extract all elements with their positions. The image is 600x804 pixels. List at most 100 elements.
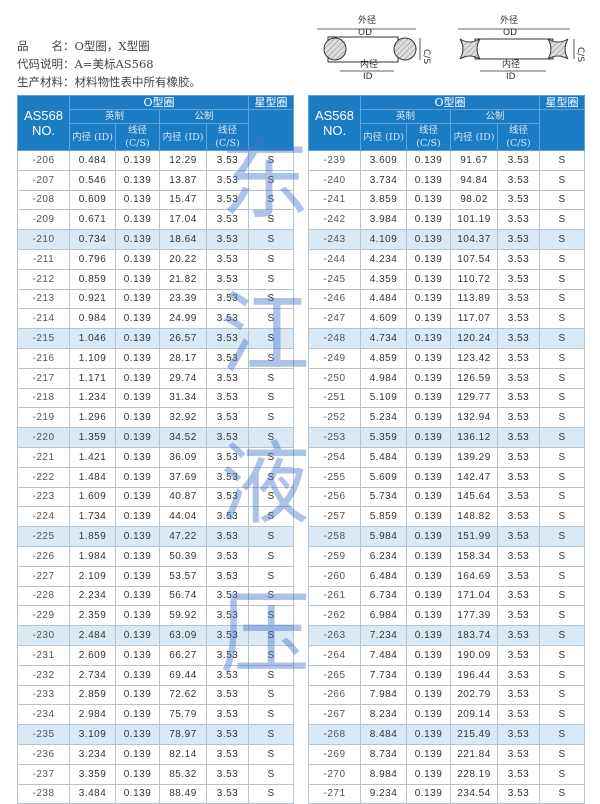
table-cell: 37.69 bbox=[159, 466, 207, 488]
table-row: -215 1.046 0.139 26.57 3.53 S bbox=[17, 328, 295, 349]
table-cell: 113.89 bbox=[450, 288, 498, 310]
svg-text:ID: ID bbox=[506, 72, 516, 82]
table-row: -246 4.484 0.139 113.89 3.53 S bbox=[308, 288, 586, 310]
table-row: -250 4.984 0.139 126.59 3.53 S bbox=[308, 367, 586, 389]
table-cell: 28.17 bbox=[159, 347, 207, 369]
table-cell: 59.92 bbox=[159, 605, 207, 627]
table-cell: 34.52 bbox=[159, 427, 207, 448]
table-cell: 88.49 bbox=[159, 783, 207, 804]
table-cell: -265 bbox=[308, 664, 361, 686]
table-cell: 12.29 bbox=[159, 150, 207, 171]
table-cell: 3.609 bbox=[360, 150, 407, 171]
table-cell: 91.67 bbox=[450, 150, 498, 171]
table-row: -220 1.359 0.139 34.52 3.53 S bbox=[17, 427, 295, 448]
table-cell: 3.53 bbox=[205, 367, 250, 389]
table-cell: -234 bbox=[17, 704, 70, 726]
table-row: -213 0.921 0.139 23.39 3.53 S bbox=[17, 288, 295, 310]
table-cell: 3.53 bbox=[496, 565, 541, 587]
table-cell: 3.53 bbox=[205, 763, 250, 785]
table-cell: 3.53 bbox=[496, 367, 541, 389]
table-cell: 0.139 bbox=[115, 743, 160, 765]
table-cell: 0.139 bbox=[115, 248, 160, 270]
table-cell: -232 bbox=[17, 664, 70, 686]
table-cell: 3.53 bbox=[496, 169, 541, 191]
table-row: -265 7.734 0.139 196.44 3.53 S bbox=[308, 664, 586, 686]
table-cell: 0.921 bbox=[69, 288, 116, 310]
table-row: -217 1.171 0.139 29.74 3.53 S bbox=[17, 367, 295, 389]
table-row: -255 5.609 0.139 142.47 3.53 S bbox=[308, 466, 586, 488]
table-cell: 3.53 bbox=[205, 644, 250, 666]
table-cell: 0.139 bbox=[115, 526, 160, 547]
table-cell: 3.53 bbox=[496, 783, 541, 804]
table-cell: 8.984 bbox=[360, 763, 407, 785]
table-cell: 158.34 bbox=[450, 545, 498, 567]
table-cell: S bbox=[539, 189, 586, 211]
table-cell: S bbox=[539, 407, 586, 429]
table-cell: 0.546 bbox=[69, 169, 116, 191]
table-cell: 0.139 bbox=[115, 486, 160, 508]
table-cell: S bbox=[539, 763, 586, 785]
table-cell: 3.53 bbox=[205, 585, 250, 607]
table-cell: S bbox=[539, 446, 586, 468]
table-row: -222 1.484 0.139 37.69 3.53 S bbox=[17, 466, 295, 488]
table-cell: 3.53 bbox=[205, 565, 250, 587]
table-cell: 3.53 bbox=[496, 308, 541, 330]
table-cell: -230 bbox=[17, 625, 70, 646]
table-cell: 0.671 bbox=[69, 209, 116, 231]
table-cell: S bbox=[539, 150, 586, 171]
table-cell: 110.72 bbox=[450, 268, 498, 290]
table-cell: -251 bbox=[308, 387, 361, 409]
table-cell: 3.53 bbox=[205, 387, 250, 409]
material: 生产材料：材料物性表中所有橡胶。 bbox=[17, 75, 201, 89]
table-cell: 26.57 bbox=[159, 328, 207, 349]
table-cell: 0.609 bbox=[69, 189, 116, 211]
table-cell: 3.53 bbox=[496, 506, 541, 528]
table-cell: -244 bbox=[308, 248, 361, 270]
table-cell: -206 bbox=[17, 150, 70, 171]
table-cell: 0.139 bbox=[406, 169, 451, 191]
table-cell: -269 bbox=[308, 743, 361, 765]
table-cell: 123.42 bbox=[450, 347, 498, 369]
table-cell: 44.04 bbox=[159, 506, 207, 528]
table-cell: 29.74 bbox=[159, 367, 207, 389]
table-cell: S bbox=[539, 545, 586, 567]
table-cell: 0.139 bbox=[115, 347, 160, 369]
table-cell: S bbox=[248, 545, 295, 567]
table-cell: 5.359 bbox=[360, 427, 407, 448]
svg-text:内径: 内径 bbox=[360, 58, 378, 70]
table-cell: S bbox=[248, 150, 295, 171]
table-cell: 0.139 bbox=[406, 466, 451, 488]
table-cell: 3.53 bbox=[205, 545, 250, 567]
table-cell: S bbox=[539, 328, 586, 349]
table-cell: 0.139 bbox=[115, 367, 160, 389]
table-cell: 3.53 bbox=[205, 328, 250, 349]
table-cell: -261 bbox=[308, 585, 361, 607]
table-cell: -228 bbox=[17, 585, 70, 607]
table-cell: -253 bbox=[308, 427, 361, 448]
table-cell: 107.54 bbox=[450, 248, 498, 270]
table-cell: 3.53 bbox=[205, 446, 250, 468]
table-row: -245 4.359 0.139 110.72 3.53 S bbox=[308, 268, 586, 290]
table-cell: 0.139 bbox=[406, 526, 451, 547]
table-cell: S bbox=[539, 783, 586, 804]
col-header-id: 内径 (ID) bbox=[360, 123, 407, 151]
table-cell: 3.53 bbox=[496, 664, 541, 686]
table-cell: 0.139 bbox=[115, 308, 160, 330]
table-cell: 0.139 bbox=[406, 704, 451, 726]
table-cell: S bbox=[248, 486, 295, 508]
table-cell: 98.02 bbox=[450, 189, 498, 211]
svg-text:OD: OD bbox=[503, 28, 517, 38]
table-cell: 4.109 bbox=[360, 229, 407, 250]
table-cell: 0.139 bbox=[115, 644, 160, 666]
table-cell: -268 bbox=[308, 724, 361, 745]
table-cell: 3.53 bbox=[205, 288, 250, 310]
table-cell: 0.139 bbox=[115, 506, 160, 528]
table-cell: S bbox=[248, 466, 295, 488]
table-cell: S bbox=[539, 169, 586, 191]
table-cell: 0.139 bbox=[406, 486, 451, 508]
table-cell: 0.796 bbox=[69, 248, 116, 270]
table-cell: -256 bbox=[308, 486, 361, 508]
table-row: -242 3.984 0.139 101.19 3.53 S bbox=[308, 209, 586, 231]
table-cell: 3.53 bbox=[205, 466, 250, 488]
table-row: -225 1.859 0.139 47.22 3.53 S bbox=[17, 526, 295, 547]
